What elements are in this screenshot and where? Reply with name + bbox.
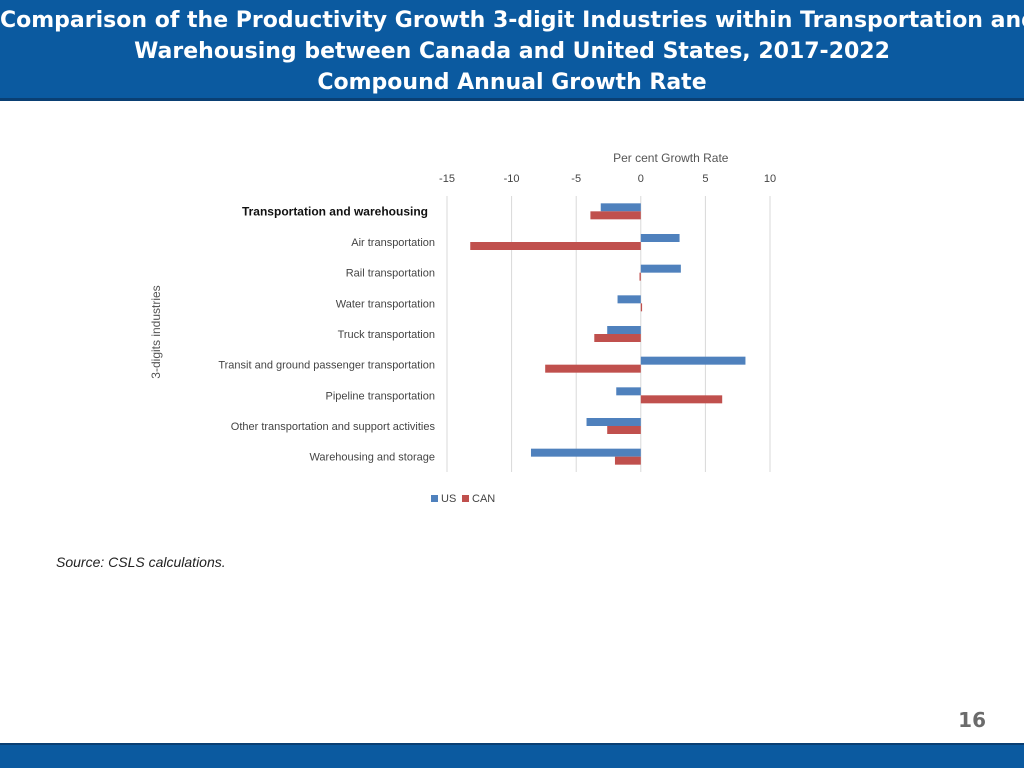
bar-us: [616, 387, 641, 396]
category-label: Transportation and warehousing: [242, 204, 428, 218]
x-axis-title: Per cent Growth Rate: [613, 151, 729, 165]
page-number: 16: [958, 708, 986, 732]
x-tick-label: -10: [504, 173, 520, 185]
bar-can: [640, 395, 723, 404]
x-tick-label: 10: [764, 173, 776, 185]
title-line-3: Compound Annual Growth Rate: [317, 70, 707, 95]
bar-us: [640, 234, 680, 242]
title-line-2: Warehousing between Canada and United St…: [134, 39, 890, 64]
category-label: Transit and ground passenger transportat…: [218, 360, 435, 372]
bar-can: [607, 426, 641, 434]
x-tick-label: 5: [702, 173, 708, 185]
x-tick-label: -15: [439, 173, 455, 185]
category-label: Warehousing and storage: [309, 452, 435, 464]
footer-bar: [0, 743, 1024, 768]
bar-can: [590, 211, 641, 220]
x-tick-label: -5: [571, 173, 581, 185]
y-axis-title: 3-digits industries: [149, 285, 163, 378]
x-tick-label: 0: [638, 173, 644, 185]
category-label: Water transportation: [336, 298, 435, 310]
bar-chart: Per cent Growth Rate -15 -10 -5 0 5 10 3-digits…: [149, 151, 776, 505]
bar-us: [607, 326, 641, 334]
title-line-1: Comparison of the Productivity Growth 3-…: [0, 8, 1024, 33]
bar-us: [586, 418, 641, 426]
source-note: Source: CSLS calculations.: [56, 554, 226, 570]
bar-can: [470, 242, 641, 250]
category-label: Air transportation: [351, 237, 435, 249]
slide-header: Comparison of the Productivity Growth 3-…: [0, 0, 1024, 101]
category-label: Rail transportation: [346, 268, 435, 280]
bar-us: [640, 264, 681, 273]
bar-can: [639, 272, 641, 281]
bar-can: [614, 456, 641, 465]
legend-label-us: US: [441, 493, 456, 505]
bar-us: [617, 295, 641, 304]
bar-can: [640, 303, 643, 312]
legend-swatch-can: [462, 495, 469, 502]
legend-swatch-us: [431, 495, 438, 502]
bar-can: [594, 334, 641, 342]
bar-us: [530, 448, 641, 457]
category-label: Truck transportation: [338, 329, 435, 341]
category-label: Pipeline transportation: [326, 390, 435, 402]
legend-label-can: CAN: [472, 493, 495, 505]
bar-us: [600, 203, 641, 212]
bar-can: [545, 364, 641, 373]
category-label: Other transportation and support activit…: [231, 421, 436, 433]
bar-us: [640, 356, 746, 365]
